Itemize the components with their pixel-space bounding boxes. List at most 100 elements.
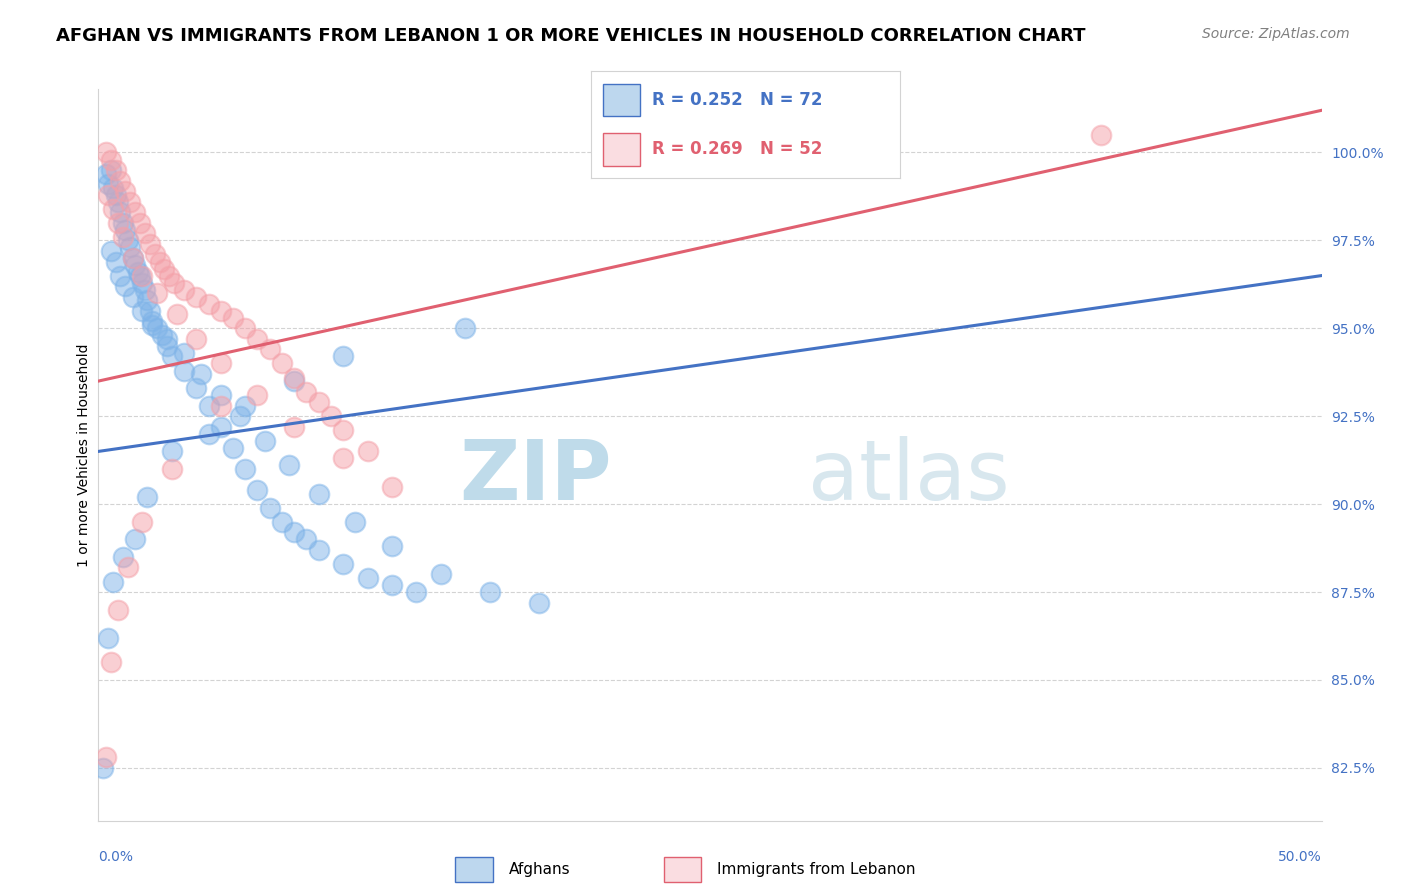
Point	[332, 350, 354, 364]
Point	[246, 483, 269, 497]
Point	[104, 187, 127, 202]
Point	[131, 268, 153, 283]
Point	[222, 441, 245, 455]
Point	[209, 388, 232, 402]
Point	[527, 596, 550, 610]
Point	[209, 303, 232, 318]
Point	[156, 332, 179, 346]
Point	[107, 194, 129, 209]
Point	[222, 310, 245, 325]
Point	[146, 321, 169, 335]
Point	[308, 486, 330, 500]
Point	[110, 173, 132, 187]
Point	[129, 216, 152, 230]
Point	[332, 451, 354, 466]
Point	[166, 307, 188, 321]
Point	[283, 374, 305, 388]
Point	[136, 490, 159, 504]
Point	[308, 395, 330, 409]
Point	[121, 290, 143, 304]
Point	[141, 314, 163, 328]
Point	[101, 574, 124, 589]
Point	[143, 247, 166, 261]
Bar	[603, 84, 640, 116]
Point	[111, 230, 134, 244]
Point	[129, 268, 152, 283]
Point	[107, 216, 129, 230]
Point	[173, 283, 195, 297]
Point	[186, 332, 208, 346]
Point	[91, 761, 114, 775]
Point	[295, 384, 318, 399]
Point	[381, 539, 404, 553]
Text: 50.0%: 50.0%	[1278, 850, 1322, 863]
Point	[233, 462, 256, 476]
Point	[246, 332, 269, 346]
Point	[94, 167, 117, 181]
Point	[253, 434, 276, 448]
Point	[100, 244, 122, 258]
Point	[149, 254, 172, 268]
Point	[160, 444, 183, 458]
Bar	[456, 857, 492, 882]
Point	[104, 163, 127, 178]
Point	[97, 187, 120, 202]
Point	[197, 426, 219, 441]
Point	[356, 571, 378, 585]
Point	[454, 321, 477, 335]
Point	[173, 363, 195, 377]
Point	[104, 254, 127, 268]
Point	[124, 205, 146, 219]
Point	[197, 399, 219, 413]
Point	[100, 153, 122, 167]
Point	[259, 500, 281, 515]
Point	[270, 356, 294, 370]
Point	[197, 296, 219, 310]
Point	[121, 251, 143, 265]
Point	[283, 419, 305, 434]
Point	[127, 265, 149, 279]
Bar	[664, 857, 702, 882]
Text: R = 0.252   N = 72: R = 0.252 N = 72	[652, 91, 823, 109]
Point	[381, 578, 404, 592]
Point	[139, 303, 162, 318]
Point	[134, 227, 156, 241]
Point	[186, 290, 208, 304]
Text: ZIP: ZIP	[460, 436, 612, 517]
Point	[150, 328, 173, 343]
Point	[131, 515, 153, 529]
Point	[101, 202, 124, 216]
Point	[278, 458, 301, 473]
Point	[160, 462, 183, 476]
Point	[114, 223, 136, 237]
Text: R = 0.269   N = 52: R = 0.269 N = 52	[652, 141, 823, 159]
Point	[186, 381, 208, 395]
Point	[157, 268, 180, 283]
Point	[114, 279, 136, 293]
Point	[259, 343, 281, 357]
Point	[101, 180, 124, 194]
Point	[356, 444, 378, 458]
Bar	[603, 134, 640, 166]
Point	[319, 409, 342, 424]
Point	[173, 346, 195, 360]
Text: Immigrants from Lebanon: Immigrants from Lebanon	[717, 863, 915, 877]
Point	[117, 560, 139, 574]
Point	[121, 251, 143, 265]
Text: AFGHAN VS IMMIGRANTS FROM LEBANON 1 OR MORE VEHICLES IN HOUSEHOLD CORRELATION CH: AFGHAN VS IMMIGRANTS FROM LEBANON 1 OR M…	[56, 27, 1085, 45]
Point	[332, 557, 354, 571]
Point	[160, 350, 183, 364]
Point	[430, 567, 453, 582]
Point	[100, 656, 122, 670]
Point	[332, 423, 354, 437]
Point	[381, 479, 404, 493]
Point	[97, 631, 120, 645]
Point	[131, 276, 153, 290]
Point	[229, 409, 252, 424]
Point	[94, 145, 117, 160]
Point	[97, 177, 120, 191]
Point	[209, 356, 232, 370]
Point	[124, 258, 146, 272]
Point	[233, 321, 256, 335]
Y-axis label: 1 or more Vehicles in Household: 1 or more Vehicles in Household	[77, 343, 91, 566]
